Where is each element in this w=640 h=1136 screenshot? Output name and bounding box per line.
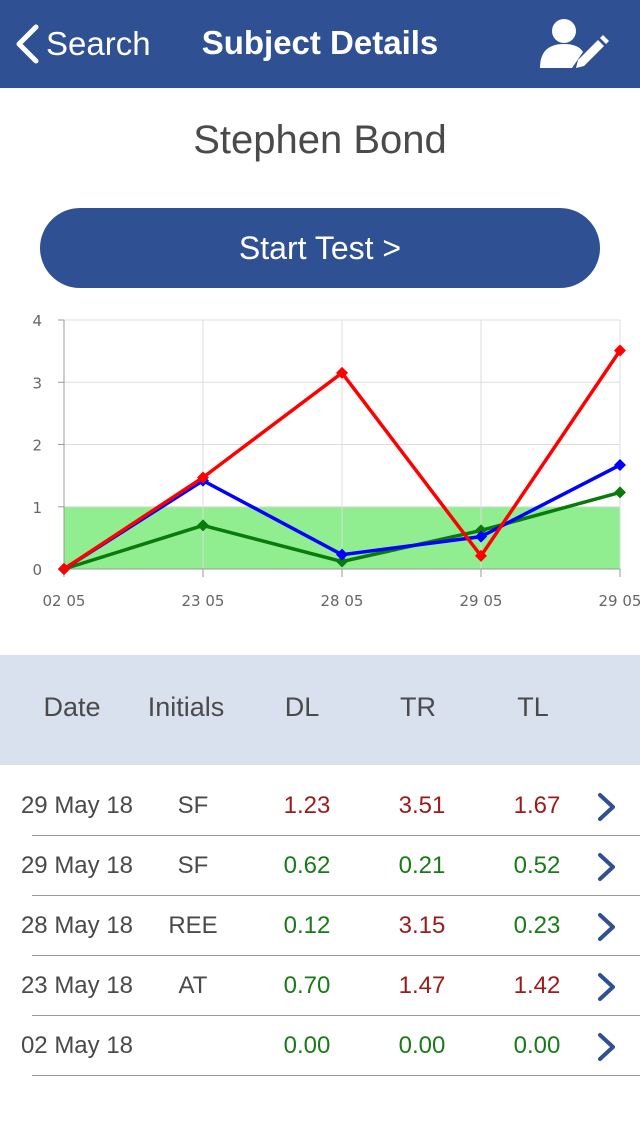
back-button[interactable]: Search — [14, 22, 151, 66]
user-edit-icon — [540, 19, 609, 68]
start-test-label: Start Test > — [238, 229, 402, 266]
start-test-button[interactable]: Start Test > — [40, 208, 600, 288]
row-initials — [150, 1016, 236, 1076]
row-tl: 0.23 — [513, 912, 561, 939]
x-tick-label: 29 05 — [599, 592, 640, 610]
row-tl: 1.42 — [513, 972, 561, 999]
chevron-right-icon — [598, 1033, 615, 1061]
row-dl: 0.00 — [283, 1032, 331, 1059]
row-date: 29 May 18 — [20, 792, 134, 819]
data-point — [336, 548, 348, 561]
back-button-label: Search — [46, 25, 151, 62]
data-point — [475, 549, 487, 562]
chevron-right-icon — [598, 793, 615, 821]
row-divider — [32, 835, 640, 836]
table-row[interactable]: 02 May 18 0.00 0.00 0.00 — [0, 1016, 640, 1076]
row-tr: 0.00 — [398, 1032, 446, 1059]
y-tick-label: 0 — [32, 561, 42, 579]
x-tick-label: 29 05 — [460, 592, 503, 610]
page-title: Subject Details — [201, 24, 439, 61]
table-row[interactable]: 23 May 18 AT 0.70 1.47 1.42 — [0, 956, 640, 1016]
table-row[interactable]: 29 May 18 SF 1.23 3.51 1.67 — [0, 776, 640, 836]
header-dl: DL — [284, 692, 320, 722]
x-tick-label: 23 05 — [182, 592, 225, 610]
header-initials: Initials — [147, 692, 225, 722]
row-dl: 0.62 — [283, 852, 331, 879]
chevron-right-icon — [598, 853, 615, 881]
row-date: 28 May 18 — [20, 912, 134, 939]
row-date: 02 May 18 — [20, 1032, 134, 1059]
data-point — [614, 344, 626, 357]
row-tr: 0.21 — [398, 852, 446, 879]
header-tl: TL — [517, 692, 549, 722]
row-initials: REE — [168, 912, 218, 939]
row-divider — [32, 1075, 640, 1076]
data-point — [336, 555, 348, 568]
row-initials: SF — [177, 792, 209, 819]
table-row[interactable]: 29 May 18 SF 0.62 0.21 0.52 — [0, 836, 640, 896]
row-dl: 0.70 — [283, 972, 331, 999]
data-point — [197, 519, 209, 532]
edit-subject-button[interactable] — [538, 16, 610, 72]
row-tl: 0.00 — [513, 1032, 561, 1059]
data-point — [475, 524, 487, 537]
data-point — [58, 563, 70, 575]
row-tr: 3.51 — [398, 792, 446, 819]
results-list: 29 May 18 SF 1.23 3.51 1.67 29 May 18 SF… — [0, 776, 640, 1076]
row-tl: 1.67 — [513, 792, 561, 819]
row-divider — [32, 895, 640, 896]
row-tr: 3.15 — [398, 912, 446, 939]
results-chart: 0 1 2 3 4 02 05 23 05 28 05 29 05 29 05 — [32, 312, 640, 610]
x-tick-label: 28 05 — [321, 592, 364, 610]
table-header: Date Initials DL TR TL — [0, 655, 640, 765]
data-point — [197, 471, 209, 484]
data-point — [614, 486, 626, 499]
row-tr: 1.47 — [398, 972, 446, 999]
y-tick-label: 3 — [32, 374, 42, 392]
x-tick-label: 02 05 — [43, 592, 86, 610]
row-date: 29 May 18 — [20, 852, 134, 879]
row-divider — [32, 955, 640, 956]
row-divider — [32, 1015, 640, 1016]
y-tick-label: 2 — [32, 437, 42, 455]
row-dl: 0.12 — [283, 912, 331, 939]
data-point — [336, 366, 348, 379]
y-tick-label: 1 — [32, 499, 42, 517]
row-tl: 0.52 — [513, 852, 561, 879]
chevron-right-icon — [598, 913, 615, 941]
table-row[interactable]: 28 May 18 REE 0.12 3.15 0.23 — [0, 896, 640, 956]
row-date: 23 May 18 — [20, 972, 134, 999]
chevron-left-icon — [16, 24, 39, 64]
data-point — [475, 530, 487, 543]
nav-bar: Search Subject Details — [0, 0, 640, 88]
subject-name: Stephen Bond — [193, 118, 447, 162]
header-tr: TR — [400, 692, 436, 722]
y-tick-label: 4 — [32, 312, 42, 330]
row-dl: 1.23 — [283, 792, 331, 819]
data-point — [614, 459, 626, 472]
row-initials: AT — [178, 972, 208, 999]
header-date: Date — [43, 692, 101, 722]
row-initials: SF — [177, 852, 209, 879]
chevron-right-icon — [598, 973, 615, 1001]
